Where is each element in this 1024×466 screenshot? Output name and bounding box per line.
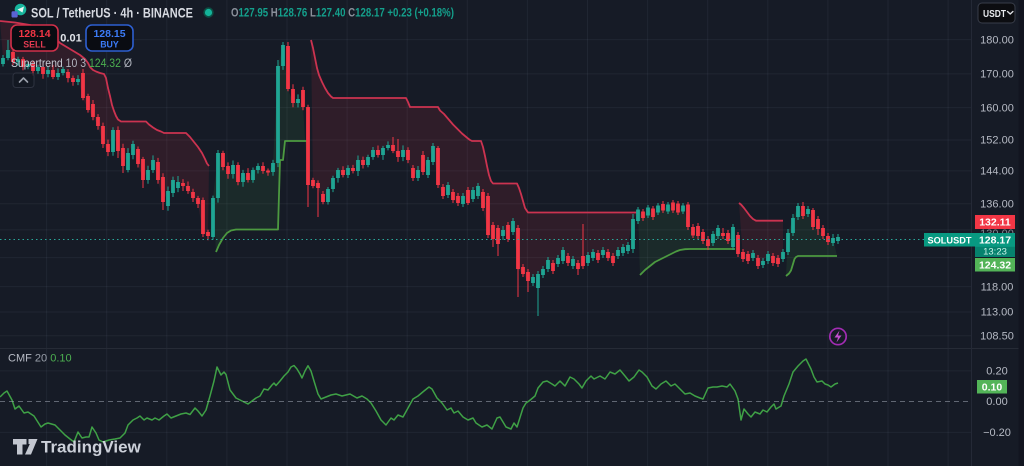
svg-text:TradingView: TradingView [41,438,142,457]
svg-text:O127.95 H128.76 L127.40 C128.1: O127.95 H128.76 L127.40 C128.17 +0.23 (+… [231,6,454,20]
svg-text:SOL / TetherUS · 4h · BINANCE: SOL / TetherUS · 4h · BINANCE [31,5,193,20]
svg-text:SOLUSDT: SOLUSDT [928,235,972,246]
svg-text:128.14: 128.14 [18,28,50,40]
svg-text:0.10: 0.10 [982,382,1003,394]
svg-text:152.00: 152.00 [980,135,1014,147]
svg-text:160.00: 160.00 [980,102,1014,114]
svg-text:BUY: BUY [100,40,119,50]
svg-text:128.17: 128.17 [979,235,1011,247]
svg-text:124.32: 124.32 [979,260,1011,272]
svg-text:−0.20: −0.20 [983,427,1011,439]
svg-text:108.50: 108.50 [980,331,1014,343]
svg-text:144.00: 144.00 [980,166,1014,178]
svg-text:136.00: 136.00 [980,198,1014,210]
svg-text:132.11: 132.11 [979,217,1011,229]
svg-text:180.00: 180.00 [980,34,1014,46]
svg-text:0.20: 0.20 [986,366,1007,378]
svg-text:170.00: 170.00 [980,69,1014,81]
svg-text:113.00: 113.00 [981,307,1014,319]
svg-text:USDT: USDT [983,9,1006,20]
svg-text:Supertrend 10 3 124.32 Ø: Supertrend 10 3 124.32 Ø [11,56,132,70]
svg-text:SELL: SELL [23,40,46,50]
svg-text:13:23: 13:23 [983,247,1007,258]
svg-text:0.01: 0.01 [60,33,81,45]
svg-text:0.00: 0.00 [986,396,1007,408]
svg-text:128.15: 128.15 [93,28,125,40]
svg-text:CMF 20 0.10: CMF 20 0.10 [8,353,72,365]
svg-text:118.00: 118.00 [981,281,1014,293]
